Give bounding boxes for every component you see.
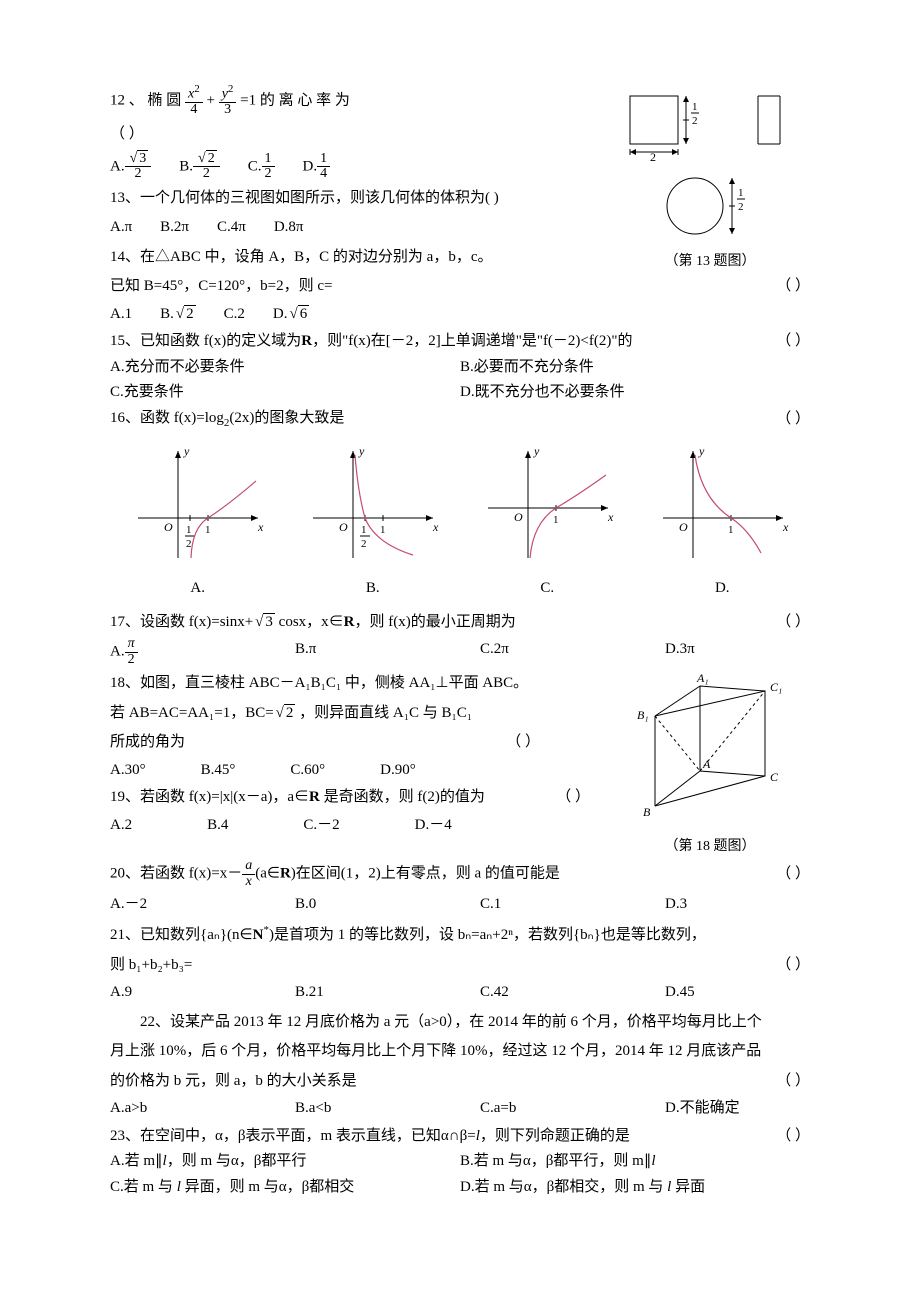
svg-text:B₁: B₁ [637, 708, 649, 722]
q16-stem: 16、函数 f(x)=log2(2x)的图象大致是 （ ） [110, 406, 810, 433]
svg-text:1: 1 [380, 524, 386, 536]
q19-stem: 19、若函数 f(x)=|x|(x－a)，a∈R 是奇函数，则 f(2)的值为 … [110, 785, 590, 811]
svg-text:y: y [533, 444, 540, 458]
svg-text:y: y [358, 444, 365, 458]
q12-stem-a: 12 、 椭 圆 [110, 92, 185, 108]
svg-text:C₁: C₁ [770, 680, 782, 694]
svg-text:O: O [514, 510, 523, 524]
q15-options-row1: A.充分而不必要条件 B.必要而不充分条件 [110, 355, 810, 381]
svg-text:x: x [607, 510, 614, 524]
svg-text:1: 1 [361, 524, 367, 536]
q22-options: A.a>b B.a<b C.a=b D.不能确定 [110, 1096, 810, 1122]
svg-text:y: y [183, 444, 190, 458]
q13-options: A.π B.2π C.4π D.8π [110, 215, 610, 241]
svg-text:2: 2 [361, 538, 367, 550]
svg-text:x: x [782, 520, 789, 534]
q16-graph-d: O x y 1 [653, 443, 793, 573]
q18-line3: 所成的角为 （ ） [110, 730, 540, 756]
q18-options: A.30° B.45° C.60° D.90° [110, 758, 610, 784]
three-view-circle: 1 2 [650, 166, 770, 246]
three-view-top: 2 1 2 [620, 84, 800, 162]
q22-line3: 的价格为 b 元，则 a，b 的大小关系是 （ ） [110, 1069, 810, 1095]
q22-line2: 月上涨 10%，后 6 个月，价格平均每月比上个月下降 10%，经过这 12 个… [110, 1039, 810, 1065]
q16-graph-a: O x y 1 2 1 [128, 443, 268, 573]
q21-line1: 21、已知数列{aₙ}(n∈N*)是首项为 1 的等比数列，设 bₙ=aₙ+2ⁿ… [110, 921, 810, 949]
q14-line2: 已知 B=45°，C=120°，b=2，则 c= （ ） [110, 274, 810, 300]
q19-options: A.2 B.4 C.－2 D.－4 [110, 813, 610, 839]
svg-text:1: 1 [728, 524, 734, 536]
svg-text:1: 1 [205, 524, 211, 536]
svg-text:C: C [770, 770, 779, 784]
q16-graphs: O x y 1 2 1 O x y 1 2 1 [110, 443, 810, 573]
q13-figure: 2 1 2 1 2 （第 13 题图） [610, 84, 810, 274]
svg-text:1: 1 [692, 101, 698, 113]
q15-options-row2: C.充要条件 D.既不充分也不必要条件 [110, 380, 810, 406]
q15-stem: 15、已知函数 f(x)的定义域为R，则"f(x)在[－2，2]上单调递增"是"… [110, 329, 810, 355]
svg-text:A: A [702, 757, 711, 771]
q21-options: A.9 B.21 C.42 D.45 [110, 980, 810, 1006]
q14-options: A.1 B.2 C.2 D.6 [110, 302, 810, 328]
svg-text:2: 2 [186, 538, 192, 550]
q17-stem: 17、设函数 f(x)=sinx+3 cosx，x∈R，则 f(x)的最小正周期… [110, 610, 810, 636]
dim-2-label: 2 [650, 150, 656, 162]
q16-labels: A. B. C. D. [110, 576, 810, 602]
svg-text:B: B [643, 805, 651, 819]
svg-text:O: O [164, 520, 173, 534]
q12-options: A.32 B.22 C.12 D.14 [110, 152, 610, 182]
q16-graph-c: O x y 1 [478, 443, 618, 573]
q12-stem-b: 的 离 心 率 为 [260, 92, 350, 108]
svg-text:y: y [698, 444, 705, 458]
q21-line2: 则 b₁+b₂+b₃= （ ） [110, 953, 810, 979]
q17-options: A.π2 B.π C.2π D.3π [110, 637, 810, 667]
q13-caption: （第 13 题图） [610, 250, 810, 274]
q20-options: A.－2 B.0 C.1 D.3 [110, 892, 810, 918]
svg-text:1: 1 [738, 187, 744, 199]
svg-text:x: x [257, 520, 264, 534]
q23-options-row2: C.若 m 与 l 异面，则 m 与α，β都相交 D.若 m 与α，β都相交，则… [110, 1175, 810, 1201]
svg-text:O: O [339, 520, 348, 534]
q22-line1: 22、设某产品 2013 年 12 月底价格为 a 元（a>0），在 2014 … [110, 1010, 810, 1036]
svg-text:2: 2 [738, 201, 744, 213]
svg-text:1: 1 [186, 524, 192, 536]
svg-text:O: O [679, 520, 688, 534]
svg-text:A₁: A₁ [696, 671, 709, 685]
q20-stem: 20、若函数 f(x)=x－ax(a∈R)在区间(1，2)上有零点，则 a 的值… [110, 859, 810, 889]
svg-text:x: x [432, 520, 439, 534]
q18-figure: A₁ C₁ B₁ A C B （第 18 题图） [610, 671, 810, 859]
q16-graph-b: O x y 1 2 1 [303, 443, 443, 573]
q18-caption: （第 18 题图） [610, 835, 810, 859]
svg-text:2: 2 [692, 115, 698, 127]
q23-options-row1: A.若 m∥l，则 m 与α，β都平行 B.若 m 与α，β都平行，则 m∥l [110, 1149, 810, 1175]
q23-stem: 23、在空间中，α，β表示平面，m 表示直线，已知α∩β=l，则下列命题正确的是… [110, 1124, 810, 1150]
svg-text:1: 1 [553, 514, 559, 526]
